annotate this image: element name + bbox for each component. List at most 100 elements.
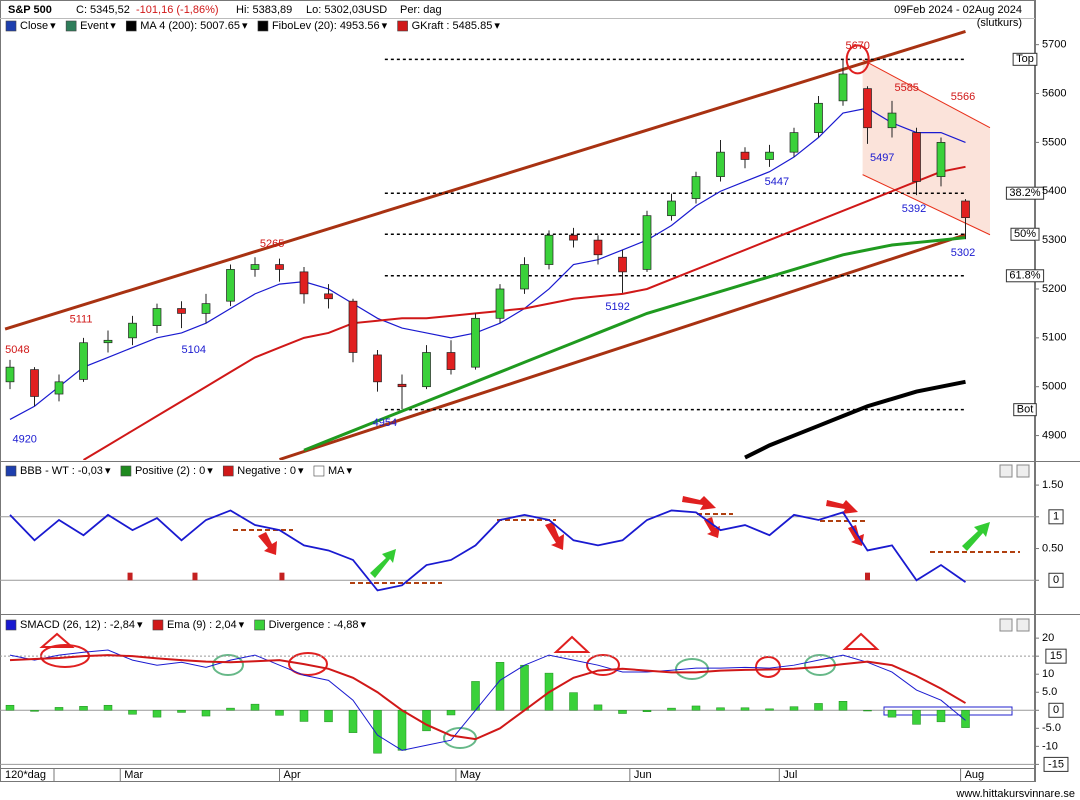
divergence-bar — [324, 710, 333, 723]
down-arrow — [826, 500, 858, 514]
fibo-label-box — [1013, 403, 1037, 417]
signal-circle — [586, 654, 620, 676]
price-annotation: 4954 — [373, 417, 397, 429]
legend-swatch — [313, 465, 325, 477]
fibo-label: 61.8% — [1009, 270, 1040, 282]
down-arrow — [704, 517, 720, 538]
candle-body — [422, 352, 431, 388]
legend-swatch — [125, 20, 137, 32]
candle-body — [716, 151, 725, 177]
month-label: Jul — [783, 769, 797, 781]
candle-body — [152, 308, 162, 326]
divergence-bar — [691, 705, 701, 711]
y-tick-box — [1048, 572, 1064, 588]
footer-url: www.hittakursvinnare.se — [955, 788, 1075, 800]
month-label: Aug — [965, 769, 985, 781]
divergence-bar — [275, 710, 284, 716]
divergence-bar — [618, 710, 627, 714]
peak-triangle — [553, 635, 591, 653]
price-annotation: 5392 — [902, 203, 926, 215]
date-range: 09Feb 2024 - 02Aug 2024 — [894, 4, 1022, 16]
period-label: 120*dag — [5, 769, 46, 781]
price-annotation: 5192 — [605, 301, 629, 313]
legend-dropdown: ▾ — [382, 20, 388, 32]
y-tick-label: 1 — [1053, 511, 1059, 523]
fibo-label: 38.2% — [1009, 187, 1040, 199]
candle-body — [667, 200, 676, 217]
candle-body — [961, 200, 970, 218]
divergence-bar — [642, 710, 652, 712]
panel-buttons — [999, 464, 1030, 632]
legend-label: Divergence : -4,88 — [269, 619, 359, 631]
legend-dropdown: ▾ — [137, 619, 143, 631]
price-annotation: 5265 — [260, 238, 284, 250]
y-tick-label: 5200 — [1042, 283, 1066, 295]
divergence-bar — [422, 710, 431, 732]
channel-line — [862, 174, 991, 236]
y-tick-label: -15 — [1048, 758, 1064, 770]
candle-body — [5, 366, 15, 383]
fibo-label: 50% — [1014, 228, 1036, 240]
down-arrow — [258, 532, 277, 555]
divergence-bar — [128, 710, 137, 715]
divergence-bar — [30, 710, 39, 712]
divergence-bar — [299, 710, 309, 722]
divergence-bar — [226, 707, 235, 711]
candle-body — [250, 264, 260, 270]
divergence-bar — [716, 707, 725, 711]
series-line — [9, 654, 967, 741]
legend-dropdown: ▾ — [346, 465, 352, 477]
legend-dropdown: ▾ — [361, 619, 367, 631]
candle-body — [863, 88, 872, 129]
y-tick-label: 15 — [1050, 650, 1062, 662]
candle-body — [226, 269, 235, 302]
frame — [0, 0, 1035, 782]
fibo-label-box — [1005, 186, 1045, 200]
resize-button[interactable] — [1016, 618, 1030, 632]
resize-button[interactable] — [1016, 464, 1030, 478]
candle-body — [520, 264, 529, 290]
divergence-bar — [912, 710, 921, 725]
y-tick-label: 0.50 — [1042, 542, 1063, 554]
y-tick-label: 5700 — [1042, 39, 1066, 51]
zoom-button[interactable] — [999, 618, 1013, 632]
legend-label: Positive (2) : 0 — [135, 465, 205, 477]
legend-dropdown: ▾ — [298, 465, 304, 477]
price-annotation: 5497 — [870, 152, 894, 164]
series-line — [9, 509, 967, 592]
y-tick-label: -5.0 — [1042, 722, 1061, 734]
candle-body — [887, 112, 897, 129]
month-label: Apr — [284, 769, 301, 781]
y-tick-box — [1043, 756, 1069, 772]
candle-body — [299, 271, 309, 295]
candle-body — [618, 256, 627, 273]
zoom-button[interactable] — [999, 464, 1013, 478]
divergence-bar — [177, 710, 186, 713]
negative-bar — [192, 572, 198, 581]
fibo-label-box — [1005, 269, 1045, 283]
candle-body — [201, 303, 211, 314]
candle-body — [275, 264, 284, 270]
legend-label: MA — [328, 465, 345, 477]
highlight-box — [883, 706, 1013, 716]
divergence-bar — [54, 707, 64, 711]
y-tick-label: 5400 — [1042, 185, 1066, 197]
divergence-bar — [471, 681, 480, 711]
fibo-label-box — [1012, 52, 1038, 66]
price-basis: (slutkurs) — [977, 17, 1022, 29]
high-value: Hi: 5383,89 — [236, 4, 292, 16]
legend-label: Event — [80, 20, 108, 32]
candle-body — [177, 308, 186, 314]
divergence-bar — [936, 710, 946, 723]
divergence-bar — [250, 703, 260, 711]
candle-body — [324, 293, 333, 300]
trend-line — [4, 30, 966, 331]
y-tick-label: 5500 — [1042, 136, 1066, 148]
legend-dropdown: ▾ — [50, 20, 56, 32]
candle-body — [838, 73, 848, 102]
candle-body — [397, 383, 407, 388]
divergence-bar — [667, 707, 676, 711]
currency: USD — [364, 4, 387, 16]
candle-body — [814, 102, 823, 133]
y-tick-label: 5000 — [1042, 381, 1066, 393]
